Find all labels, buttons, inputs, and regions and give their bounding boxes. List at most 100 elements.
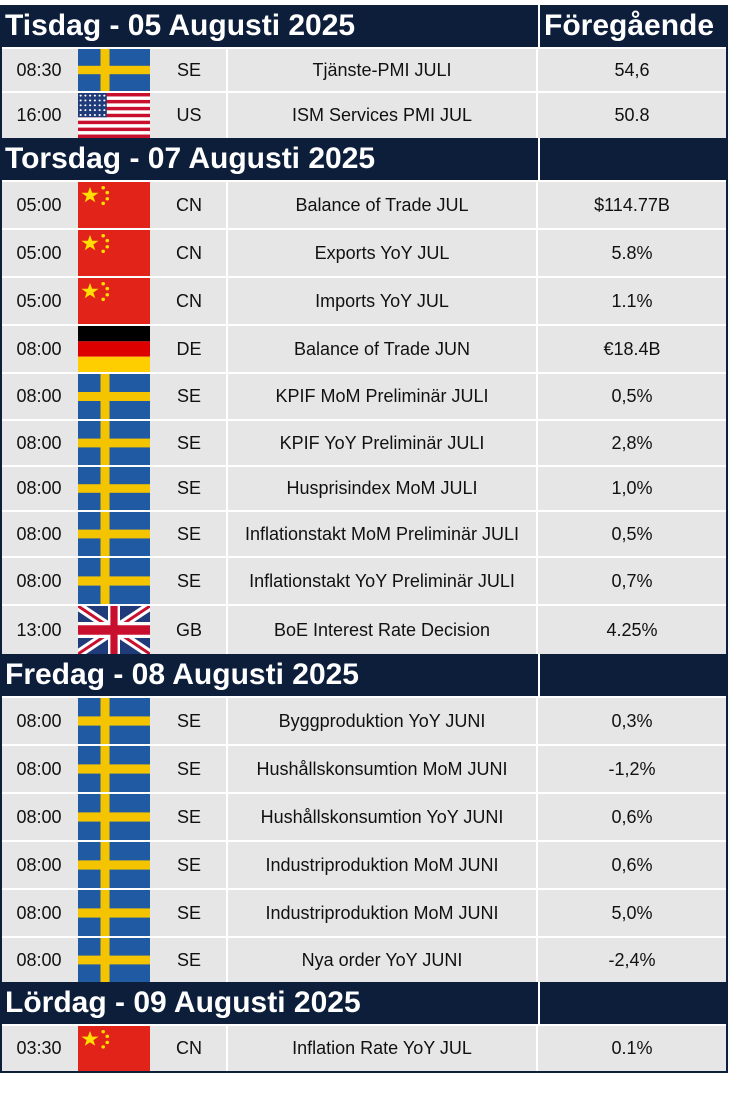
event-name: Balance of Trade JUL [228, 182, 538, 228]
sweden-flag-icon [76, 746, 152, 792]
day-header: Lördag - 09 Augusti 2025 [2, 982, 726, 1024]
previous-value: $114.77B [594, 194, 670, 215]
event-time: 08:00 [16, 902, 62, 923]
previous-value: 2,8% [611, 432, 653, 453]
event-row[interactable]: 08:00 SE Hushållskonsumtion MoM JUNI -1,2% [2, 744, 726, 792]
previous-value: 0.1% [611, 1038, 653, 1058]
previous-value: 1.1% [611, 290, 653, 311]
event-row[interactable]: 08:00 SE Inflationstakt YoY Preliminär JUL… [2, 556, 726, 604]
previous-value: -1,2% [608, 758, 656, 779]
sweden-flag-icon [76, 842, 152, 888]
event-time: 08:00 [16, 710, 62, 731]
country-code: GB [152, 606, 228, 654]
previous-column-header [538, 982, 726, 1024]
event-row[interactable]: 08:00 DE Balance of Trade JUN €18.4B [2, 324, 726, 372]
event-name: Nya order YoY JUNI [228, 938, 538, 982]
previous-value: 50.8 [614, 105, 650, 125]
country-code: SE [152, 467, 228, 510]
usa-flag-icon [76, 93, 152, 138]
china-flag-icon [76, 230, 152, 276]
event-name: Tjänste-PMI JULI [228, 49, 538, 91]
event-name: Balance of Trade JUN [228, 326, 538, 372]
previous-column-header [538, 654, 726, 696]
event-name: Industriproduktion MoM JUNI [228, 842, 538, 888]
event-row[interactable]: 08:00 SE Inflationstakt MoM Preliminär JUL… [2, 510, 726, 556]
event-row[interactable]: 13:00 GB BoE Interest Rate Decision 4.25% [2, 604, 726, 654]
sweden-flag-icon [76, 558, 152, 604]
event-name: BoE Interest Rate Decision [228, 606, 538, 654]
country-code: US [152, 93, 228, 138]
event-row[interactable]: 08:00 SE Byggproduktion YoY JUNI 0,3% [2, 696, 726, 744]
event-row[interactable]: 03:30 CN Inflation Rate YoY JUL 0.1% [2, 1024, 726, 1071]
sweden-flag-icon [76, 467, 152, 510]
event-time: 16:00 [16, 105, 62, 125]
uk-flag-icon [76, 606, 152, 654]
event-name: ISM Services PMI JUL [228, 93, 538, 138]
sweden-flag-icon [76, 421, 152, 465]
country-code: SE [152, 512, 228, 556]
previous-value: 0,5% [611, 523, 653, 544]
country-code: CN [152, 230, 228, 276]
event-time: 08:00 [16, 478, 62, 498]
day-header: Torsdag - 07 Augusti 2025 [2, 138, 726, 180]
event-name: KPIF YoY Preliminär JULI [228, 421, 538, 465]
event-time: 08:00 [16, 386, 62, 406]
event-time: 08:00 [16, 806, 62, 827]
event-row[interactable]: 08:30 SE Tjänste-PMI JULI 54,6 [2, 47, 726, 91]
country-code: SE [152, 794, 228, 840]
country-code: SE [152, 938, 228, 982]
event-time: 08:00 [16, 570, 62, 591]
event-row[interactable]: 08:00 SE KPIF MoM Preliminär JULI 0,5% [2, 372, 726, 419]
event-name: Inflationstakt YoY Preliminär JULI [228, 558, 538, 604]
sweden-flag-icon [76, 890, 152, 936]
event-row[interactable]: 05:00 CN Imports YoY JUL 1.1% [2, 276, 726, 324]
event-name: Inflationstakt MoM Preliminär JULI [228, 512, 538, 556]
germany-flag-icon [76, 326, 152, 372]
previous-value: 0,5% [611, 386, 653, 406]
country-code: CN [152, 182, 228, 228]
country-code: DE [152, 326, 228, 372]
previous-value: €18.4B [603, 338, 661, 359]
sweden-flag-icon [76, 512, 152, 556]
event-row[interactable]: 08:00 SE Husprisindex MoM JULI 1,0% [2, 465, 726, 510]
day-title: Torsdag - 07 Augusti 2025 [5, 142, 376, 175]
country-code: SE [152, 374, 228, 419]
event-name: Industriproduktion MoM JUNI [228, 890, 538, 936]
country-code: SE [152, 558, 228, 604]
event-name: Hushållskonsumtion MoM JUNI [228, 746, 538, 792]
event-name: Inflation Rate YoY JUL [228, 1026, 538, 1071]
event-time: 08:00 [16, 854, 62, 875]
event-time: 03:30 [16, 1038, 62, 1058]
event-name: Husprisindex MoM JULI [228, 467, 538, 510]
country-code: SE [152, 698, 228, 744]
previous-value: 5,0% [611, 902, 653, 923]
previous-value: 0,6% [611, 806, 653, 827]
event-row[interactable]: 05:00 CN Balance of Trade JUL $114.77B [2, 180, 726, 228]
day-title: Lördag - 09 Augusti 2025 [5, 986, 361, 1019]
previous-value: 5.8% [611, 242, 653, 263]
day-title: Fredag - 08 Augusti 2025 [5, 658, 359, 691]
previous-value: 0,6% [611, 854, 653, 875]
event-row[interactable]: 16:00 US ISM Services PMI JUL 50.8 [2, 91, 726, 138]
event-time: 05:00 [16, 242, 62, 263]
country-code: SE [152, 746, 228, 792]
previous-value: 4.25% [606, 619, 658, 640]
event-row[interactable]: 08:00 SE Hushållskonsumtion YoY JUNI 0,6% [2, 792, 726, 840]
country-code: CN [152, 1026, 228, 1071]
event-row[interactable]: 05:00 CN Exports YoY JUL 5.8% [2, 228, 726, 276]
event-name: Imports YoY JUL [228, 278, 538, 324]
previous-column-header: Föregående [538, 5, 726, 47]
sweden-flag-icon [76, 49, 152, 91]
event-row[interactable]: 08:00 SE Nya order YoY JUNI -2,4% [2, 936, 726, 982]
country-code: SE [152, 421, 228, 465]
event-row[interactable]: 08:00 SE Industriproduktion MoM JUNI 5,0% [2, 888, 726, 936]
event-row[interactable]: 08:00 SE KPIF YoY Preliminär JULI 2,8% [2, 419, 726, 465]
event-row[interactable]: 08:00 SE Industriproduktion MoM JUNI 0,6% [2, 840, 726, 888]
event-name: Exports YoY JUL [228, 230, 538, 276]
event-name: Byggproduktion YoY JUNI [228, 698, 538, 744]
sweden-flag-icon [76, 794, 152, 840]
previous-value: 54,6 [614, 59, 650, 80]
country-code: SE [152, 49, 228, 91]
event-time: 05:00 [16, 194, 62, 215]
day-title: Tisdag - 05 Augusti 2025 [5, 9, 356, 42]
